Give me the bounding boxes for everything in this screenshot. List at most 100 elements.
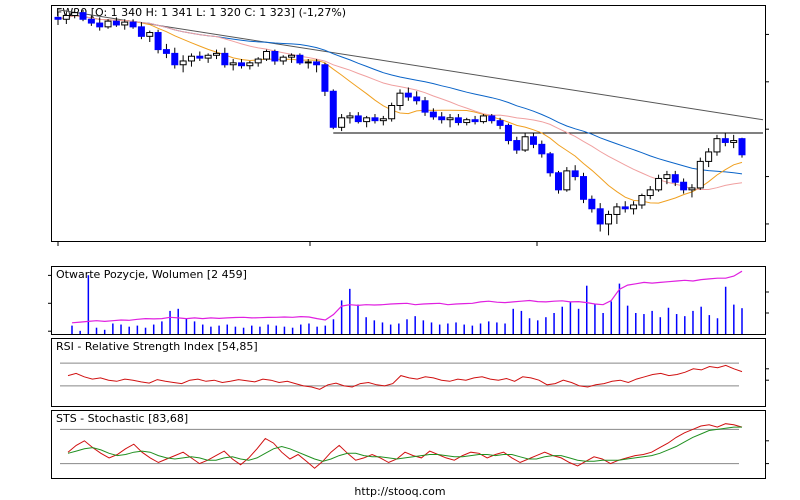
price-title: FW20 [O: 1 340 H: 1 341 L: 1 320 C: 1 32… xyxy=(56,6,346,19)
candle-body xyxy=(488,115,496,122)
candle-body xyxy=(162,49,170,54)
candle-body xyxy=(229,62,237,66)
candle-body xyxy=(104,20,112,28)
volume-title: Otwarte Pozycje, Wolumen [2 459] xyxy=(56,268,247,281)
candle-body xyxy=(721,138,729,143)
candle-body xyxy=(513,140,521,151)
oscillator-line xyxy=(67,426,742,462)
candle-body xyxy=(696,160,704,189)
candle-body xyxy=(429,111,437,118)
candle-body xyxy=(196,55,204,59)
stochastic-panel xyxy=(51,410,766,479)
candle-body xyxy=(646,189,654,197)
candle-body xyxy=(354,115,362,123)
candle-body xyxy=(421,100,429,113)
candle-body xyxy=(479,115,487,123)
candle-body xyxy=(529,136,537,145)
candle-body xyxy=(79,12,87,20)
candle-body xyxy=(129,21,137,28)
oscillator-line xyxy=(67,423,743,469)
candle-body xyxy=(713,138,721,153)
candle-body xyxy=(538,143,546,155)
candle-body xyxy=(396,92,404,106)
candle-body xyxy=(112,20,120,26)
candle-body xyxy=(638,195,646,206)
rsi-title: RSI - Relative Strength Index [54,85] xyxy=(56,340,258,353)
moving-average-line xyxy=(57,15,743,190)
candle-body xyxy=(204,54,212,59)
candle-body xyxy=(346,115,354,119)
stochastic-title: STS - Stochastic [83,68] xyxy=(56,412,188,425)
candle-body xyxy=(546,153,554,174)
candle-body xyxy=(171,52,179,66)
candle-body xyxy=(446,117,454,121)
candle-body xyxy=(521,136,529,151)
candle-body xyxy=(504,124,512,142)
candle-body xyxy=(271,50,279,62)
candle-body xyxy=(321,64,329,92)
candle-body xyxy=(496,120,504,126)
candle-body xyxy=(563,170,571,191)
rsi-panel xyxy=(51,338,766,407)
candle-body xyxy=(388,104,396,120)
candle-body xyxy=(137,26,145,37)
candle-body xyxy=(404,92,412,98)
candle-body xyxy=(54,16,62,20)
candle-body xyxy=(62,14,70,20)
candle-body xyxy=(279,56,287,62)
candle-body xyxy=(630,204,638,210)
candle-body xyxy=(179,60,187,66)
trendline xyxy=(57,9,764,121)
rsi-plot xyxy=(60,362,769,390)
candle-body xyxy=(187,55,195,62)
candle-body xyxy=(371,117,379,122)
candle-body xyxy=(680,181,688,191)
price-plot xyxy=(54,8,769,246)
candle-body xyxy=(212,52,220,56)
candle-body xyxy=(246,62,254,67)
candle-body xyxy=(221,52,229,66)
volume-plot xyxy=(48,270,769,334)
candle-body xyxy=(329,90,337,128)
candle-body xyxy=(304,61,312,64)
candle-body xyxy=(379,118,387,122)
candle-body xyxy=(463,119,471,124)
candle-body xyxy=(738,138,746,156)
candle-body xyxy=(655,177,663,191)
candle-body xyxy=(580,176,588,200)
open-interest-line xyxy=(71,270,743,324)
candle-body xyxy=(588,198,596,210)
candle-body xyxy=(596,208,604,225)
candle-body xyxy=(705,151,713,162)
candle-body xyxy=(121,21,129,26)
moving-average-line xyxy=(57,15,743,204)
candle-body xyxy=(296,54,304,64)
candle-body xyxy=(438,116,446,121)
candle-body xyxy=(688,187,696,191)
stochastic-plot xyxy=(60,423,769,469)
candle-body xyxy=(363,117,371,123)
candle-body xyxy=(554,172,562,191)
candle-body xyxy=(288,54,296,58)
candle-body xyxy=(471,119,479,123)
candle-body xyxy=(663,174,671,179)
candle-body xyxy=(571,170,579,178)
candle-body xyxy=(313,61,321,66)
candle-body xyxy=(613,206,621,215)
candle-body xyxy=(238,62,246,67)
candle-body xyxy=(605,213,613,225)
candle-body xyxy=(454,117,462,124)
candle-body xyxy=(413,96,421,102)
candle-body xyxy=(146,32,154,37)
candle-body xyxy=(263,50,271,60)
candle-body xyxy=(96,22,104,28)
candle-body xyxy=(87,18,95,24)
oscillator-line xyxy=(67,364,743,390)
source-footer[interactable]: http://stooq.com xyxy=(354,485,445,498)
candle-body xyxy=(71,12,79,16)
candle-body xyxy=(338,117,346,128)
candle-body xyxy=(254,58,262,64)
candle-body xyxy=(730,140,738,143)
candle-body xyxy=(621,206,629,210)
